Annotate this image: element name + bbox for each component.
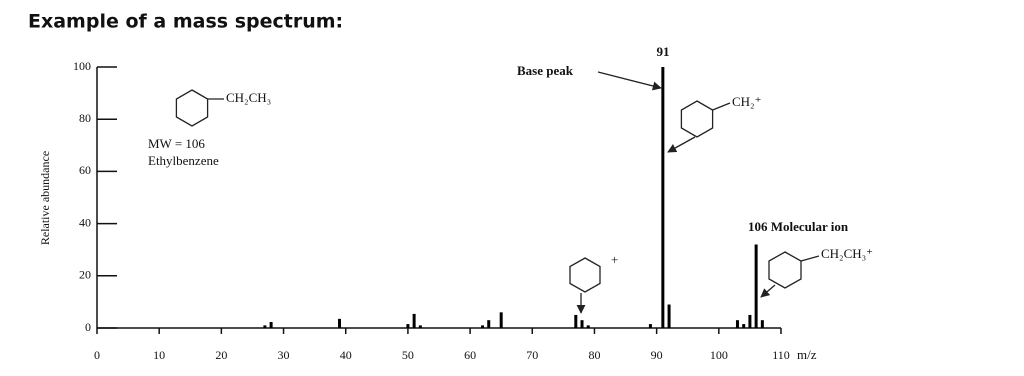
x-tick-label: 40 <box>340 348 352 362</box>
annotation: Base peak <box>517 63 574 78</box>
peak <box>580 320 584 328</box>
arrow <box>597 71 662 91</box>
x-tick-label: 0 <box>94 348 100 362</box>
x-tick-label: 30 <box>278 348 290 362</box>
arrow <box>667 136 696 153</box>
peak <box>338 318 342 328</box>
peak <box>760 320 764 328</box>
chart-title: Example of a mass spectrum: <box>28 11 343 33</box>
y-tick-label: 20 <box>79 268 91 282</box>
peak <box>754 244 758 328</box>
peak <box>418 325 422 328</box>
peak <box>487 320 491 328</box>
x-tick-label: 90 <box>651 348 663 362</box>
x-tick-label: 50 <box>402 348 414 362</box>
annotation: + <box>611 252 618 267</box>
benzene-ring <box>175 89 209 127</box>
y-tick-label: 0 <box>85 320 91 334</box>
benzene-ring <box>768 251 802 289</box>
arrow <box>760 284 776 298</box>
x-tick-label: 20 <box>215 348 227 362</box>
peak <box>735 320 739 328</box>
x-tick-label: 60 <box>464 348 476 362</box>
peak <box>742 324 746 328</box>
y-tick-label: 40 <box>79 215 91 229</box>
x-tick-label: 100 <box>710 348 728 362</box>
y-tick-label: 80 <box>79 111 91 125</box>
bond <box>800 255 820 262</box>
y-tick-label: 100 <box>73 59 91 73</box>
x-tick-label: 80 <box>588 348 600 362</box>
annotation: Ethylbenzene <box>148 153 219 168</box>
benzene-ring <box>680 100 714 138</box>
peak <box>648 324 652 328</box>
peak <box>667 304 671 328</box>
annotation: CH₂⁺ <box>732 94 761 109</box>
peak <box>263 325 267 328</box>
y-axis-label: Relative abundance <box>38 151 52 245</box>
peak <box>481 325 485 328</box>
x-tick-label: 110 <box>772 348 790 362</box>
peak <box>412 313 416 328</box>
annotation: MW = 106 <box>148 136 205 151</box>
x-tick-label: 70 <box>526 348 538 362</box>
peak <box>574 314 578 328</box>
peak <box>499 312 503 328</box>
annotation: 91 <box>657 44 670 59</box>
peak <box>661 67 665 328</box>
annotation: CH₂CH₃ <box>226 90 271 105</box>
benzene-ring <box>569 257 601 293</box>
peak <box>748 314 752 328</box>
peak <box>269 321 273 328</box>
peak <box>406 324 410 328</box>
annotation: CH₂CH₃⁺ <box>821 246 873 261</box>
x-axis-label: m/z <box>797 347 817 362</box>
y-tick-label: 60 <box>79 163 91 177</box>
x-tick-label: 10 <box>153 348 165 362</box>
annotation: 106 Molecular ion <box>748 219 849 234</box>
peak <box>586 325 590 328</box>
bond <box>712 102 731 111</box>
